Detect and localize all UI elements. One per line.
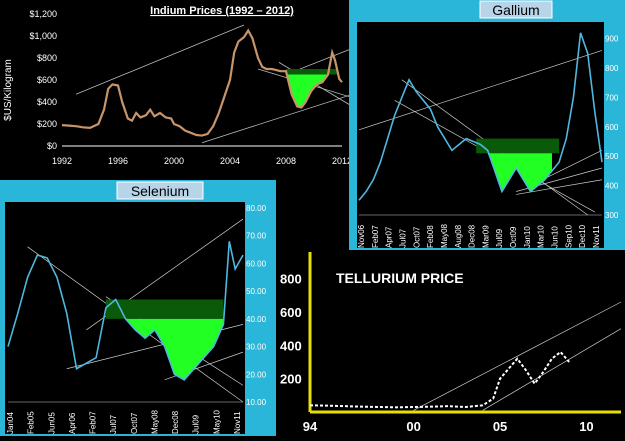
gallium-xtick-label: Oct09 bbox=[509, 226, 518, 248]
tellurium-trendline bbox=[413, 301, 622, 411]
selenium-xtick-label: May10 bbox=[212, 409, 221, 434]
gallium-ytick-label: 800 bbox=[605, 64, 619, 73]
selenium-xtick-label: Apr06 bbox=[68, 412, 77, 434]
indium-ytick-label: $1,000 bbox=[29, 31, 57, 41]
indium-chart-panel: Indium Prices (1992 – 2012) $US/Kilogram… bbox=[0, 0, 357, 170]
indium-xtick-label: 1996 bbox=[108, 156, 128, 166]
gallium-chart: Gallium 300 400 500 600 700 800 900 Nov06 Feb07… bbox=[357, 0, 619, 248]
selenium-ytick-label: 20.00 bbox=[246, 370, 267, 379]
indium-ytick-label: $200 bbox=[37, 119, 57, 129]
indium-xtick-label: 2004 bbox=[220, 156, 240, 166]
selenium-dark-band bbox=[105, 299, 224, 319]
gallium-xtick-label: Nov11 bbox=[592, 225, 601, 248]
selenium-xtick-label: Jan04 bbox=[6, 412, 15, 434]
gallium-price-line bbox=[358, 32, 603, 201]
gallium-trendline bbox=[358, 50, 603, 131]
gallium-xtick-label: May08 bbox=[440, 223, 449, 248]
tellurium-xtick-label: 00 bbox=[406, 419, 420, 434]
selenium-ytick-label: 70.00 bbox=[246, 232, 267, 241]
tellurium-chart: TELLURIUM PRICE 200 400 600 800 94 00 05 10 bbox=[280, 252, 622, 434]
indium-ytick-label: $1,200 bbox=[29, 9, 57, 19]
selenium-xtick-label: Jun05 bbox=[47, 412, 56, 434]
indium-ytick-label: $600 bbox=[37, 75, 57, 85]
selenium-ytick-label: 50.00 bbox=[246, 287, 267, 296]
gallium-dark-band bbox=[476, 138, 560, 154]
gallium-xtick-label: Dec10 bbox=[578, 224, 587, 248]
selenium-title: Selenium bbox=[131, 183, 189, 199]
tellurium-xtick-label: 10 bbox=[579, 419, 593, 434]
selenium-chart-panel: Selenium 10.00 20.00 30.00 40.00 50.00 60.00 7… bbox=[0, 180, 276, 436]
selenium-xtick-label: Jul07 bbox=[109, 414, 118, 434]
indium-xtick-label: 1992 bbox=[52, 156, 72, 166]
gallium-ytick-label: 700 bbox=[605, 93, 619, 102]
tellurium-xtick-label: 05 bbox=[493, 419, 507, 434]
tellurium-trendline bbox=[482, 328, 622, 411]
selenium-price-line bbox=[7, 241, 244, 381]
gallium-xtick-label: Feb07 bbox=[371, 225, 380, 248]
indium-xtick-label: 2012 bbox=[332, 156, 350, 166]
selenium-xtick-label: Feb05 bbox=[27, 411, 36, 434]
gallium-xtick-label: Feb08 bbox=[426, 225, 435, 248]
indium-ylabel: $US/Kilogram bbox=[3, 59, 14, 121]
indium-price-line bbox=[61, 28, 343, 137]
gallium-xtick-label: Jul09 bbox=[495, 228, 504, 248]
tellurium-ytick-label: 400 bbox=[280, 338, 302, 353]
selenium-ytick-label: 80.00 bbox=[246, 204, 267, 213]
selenium-ytick-label: 40.00 bbox=[246, 315, 267, 324]
gallium-xtick-label: Sep10 bbox=[564, 224, 573, 248]
gallium-ytick-label: 300 bbox=[605, 211, 619, 220]
indium-xtick-label: 2008 bbox=[276, 156, 296, 166]
selenium-chart: Selenium 10.00 20.00 30.00 40.00 50.00 60.00 7… bbox=[6, 181, 267, 434]
selenium-xtick-label: Feb07 bbox=[89, 411, 98, 434]
indium-chart: Indium Prices (1992 – 2012) $US/Kilogram… bbox=[3, 5, 357, 166]
selenium-xtick-label: Nov11 bbox=[233, 411, 242, 434]
selenium-xtick-label: May08 bbox=[150, 409, 159, 434]
gallium-xtick-label: Mar10 bbox=[537, 225, 546, 248]
selenium-ytick-label: 60.00 bbox=[246, 259, 267, 268]
indium-ytick-label: $0 bbox=[47, 141, 57, 151]
indium-trendline bbox=[201, 92, 357, 144]
indium-trendline bbox=[299, 46, 357, 70]
indium-title: Indium Prices (1992 – 2012) bbox=[150, 5, 294, 17]
tellurium-ytick-label: 600 bbox=[280, 305, 302, 320]
gallium-title: Gallium bbox=[492, 2, 539, 18]
gallium-xtick-label: Dec08 bbox=[468, 224, 477, 248]
gallium-chart-panel: Gallium 300 400 500 600 700 800 900 Nov06 Feb07… bbox=[349, 0, 625, 250]
gallium-xtick-label: Nov06 bbox=[357, 224, 366, 248]
gallium-ytick-label: 500 bbox=[605, 152, 619, 161]
selenium-xtick-label: Oct07 bbox=[130, 412, 139, 434]
gallium-xtick-label: Apr07 bbox=[385, 226, 394, 248]
gallium-xtick-label: Aug08 bbox=[454, 224, 463, 248]
selenium-ytick-label: 30.00 bbox=[246, 343, 267, 352]
indium-ytick-label: $800 bbox=[37, 53, 57, 63]
indium-xtick-label: 2000 bbox=[164, 156, 184, 166]
selenium-green-fill bbox=[115, 318, 224, 380]
gallium-xtick-label: Oct07 bbox=[412, 226, 421, 248]
tellurium-title: TELLURIUM PRICE bbox=[336, 270, 464, 286]
tellurium-price-line bbox=[309, 350, 570, 409]
selenium-xtick-label: Dec08 bbox=[171, 410, 180, 434]
gallium-green-fill bbox=[480, 153, 552, 192]
gallium-xtick-label: Mar09 bbox=[481, 225, 490, 248]
gallium-ytick-label: 600 bbox=[605, 123, 619, 132]
indium-ytick-label: $400 bbox=[37, 97, 57, 107]
selenium-ytick-label: 10.00 bbox=[246, 398, 267, 407]
gallium-ytick-label: 900 bbox=[605, 35, 619, 44]
indium-trendline bbox=[75, 24, 245, 95]
gallium-ytick-label: 400 bbox=[605, 182, 619, 191]
selenium-xtick-label: Jul09 bbox=[192, 414, 201, 434]
gallium-xtick-label: Jul07 bbox=[398, 228, 407, 248]
gallium-xtick-label: Jun10 bbox=[551, 226, 560, 248]
gallium-title-box bbox=[479, 0, 553, 19]
tellurium-ytick-label: 800 bbox=[280, 272, 302, 287]
selenium-title-box bbox=[116, 181, 204, 200]
indium-dark-band bbox=[286, 69, 338, 75]
tellurium-chart-panel: TELLURIUM PRICE 200 400 600 800 94 00 05 10 bbox=[276, 250, 625, 436]
tellurium-ytick-label: 200 bbox=[280, 372, 302, 387]
gallium-xtick-label: Jan10 bbox=[523, 226, 532, 248]
tellurium-xtick-label: 94 bbox=[303, 419, 318, 434]
